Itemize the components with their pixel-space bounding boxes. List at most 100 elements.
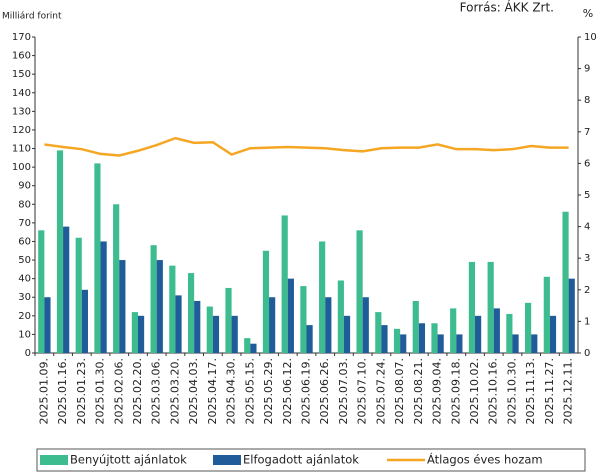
y2-tick-label: 4 [584, 222, 590, 233]
x-tick-label: 2025.04.17. [206, 358, 219, 424]
y-tick-label: 130 [12, 106, 31, 117]
bar [119, 260, 126, 353]
x-tick-label: 2025.07.24. [374, 358, 387, 424]
bar [281, 215, 288, 353]
bar [375, 312, 382, 353]
bar [194, 300, 201, 353]
bar [412, 300, 419, 353]
x-tick-label: 2025.04.03. [187, 358, 200, 424]
x-tick-label: 2025.07.10. [356, 358, 369, 424]
bar [81, 289, 88, 353]
bar [306, 325, 313, 353]
y-tick-label: 120 [12, 125, 31, 136]
y-tick-label: 0 [25, 348, 31, 359]
x-tick-label: 2025.04.30. [225, 358, 238, 424]
x-tick-label: 2025.06.12. [281, 358, 294, 424]
y-tick-label: 60 [18, 236, 31, 247]
y-tick-label: 100 [12, 162, 31, 173]
bar [531, 334, 538, 353]
y-tick-label: 80 [18, 199, 31, 210]
x-tick-label: 2025.12.11. [562, 358, 575, 424]
bar [150, 245, 157, 353]
x-tick-label: 2025.10.02. [468, 358, 481, 424]
x-tick-label: 2025.03.20. [168, 358, 181, 424]
y2-tick-label: 0 [584, 348, 590, 359]
y-axis-label: Milliárd forint [2, 12, 62, 22]
y2-tick-label: 6 [584, 158, 590, 169]
bar [319, 241, 326, 353]
bar [512, 334, 519, 353]
bar [94, 163, 101, 353]
y2-tick-label: 9 [584, 64, 590, 75]
bar [343, 315, 351, 353]
bar [549, 315, 557, 353]
bar [269, 297, 276, 353]
bar [175, 295, 182, 353]
bar [287, 278, 294, 353]
y2-tick-label: 2 [584, 285, 590, 296]
bar [131, 312, 138, 353]
bar [212, 315, 220, 353]
y-tick-label: 140 [12, 88, 31, 99]
bar [137, 315, 145, 353]
bar [487, 261, 494, 353]
y2-tick-label: 8 [584, 95, 590, 106]
y-tick-label: 90 [18, 181, 31, 192]
bar [300, 286, 307, 353]
bar [393, 328, 401, 353]
x-tick-label: 2025.01.23. [75, 358, 88, 424]
bar [456, 334, 463, 353]
y2-tick-label: 5 [584, 190, 590, 201]
bar [325, 297, 332, 353]
y-tick-label: 40 [18, 274, 31, 285]
bar [38, 230, 45, 353]
y-tick-label: 150 [12, 69, 31, 80]
bar [156, 260, 163, 353]
y2-tick-label: 7 [584, 127, 590, 138]
bar [225, 287, 232, 353]
x-tick-label: 2025.06.19. [300, 358, 313, 424]
bar [63, 226, 70, 353]
bar [543, 276, 550, 353]
bar [169, 265, 176, 353]
bar [231, 315, 238, 353]
bar [525, 302, 532, 353]
legend-label: Átlagos éves hozam [427, 452, 543, 467]
bar [206, 306, 213, 353]
legend-box [36, 448, 586, 472]
x-tick-label: 2025.05.15. [243, 358, 256, 424]
bar [337, 280, 344, 353]
x-tick-label: 2025.11.13. [524, 358, 537, 424]
bar [187, 273, 195, 353]
bar [44, 297, 51, 353]
legend-label: Benyújtott ajánlatok [70, 453, 187, 467]
y-tick-label: 50 [18, 255, 31, 266]
x-tick-label: 2025.02.20. [131, 358, 144, 424]
bar [437, 334, 444, 353]
y2-tick-label: 3 [584, 253, 590, 264]
bar [250, 343, 257, 353]
y-tick-label: 10 [18, 329, 31, 340]
y-tick-label: 30 [18, 292, 31, 303]
bar [506, 313, 513, 353]
bar [562, 211, 569, 353]
x-tick-label: 2025.05.29. [262, 358, 275, 424]
bar [568, 278, 575, 353]
source: Forrás: ÁKK Zrt. [460, 0, 554, 15]
x-tick-label: 2025.06.26. [318, 358, 331, 424]
x-tick-label: 2025.11.27. [543, 358, 556, 424]
x-tick-label: 2025.08.21. [412, 358, 425, 424]
bar [381, 325, 388, 353]
x-tick-label: 2025.07.03. [337, 358, 350, 424]
y-tick-label: 170 [12, 32, 31, 43]
bar [450, 308, 457, 353]
bar [100, 241, 107, 353]
x-tick-label: 2025.02.06. [112, 358, 125, 424]
bar [113, 204, 120, 353]
line [44, 136, 569, 157]
x-tick-label: 2025.10.16. [487, 358, 500, 424]
legend-label: Elfogadott ajánlatok [243, 453, 359, 467]
y-tick-label: 70 [18, 218, 31, 229]
bar [356, 230, 363, 353]
